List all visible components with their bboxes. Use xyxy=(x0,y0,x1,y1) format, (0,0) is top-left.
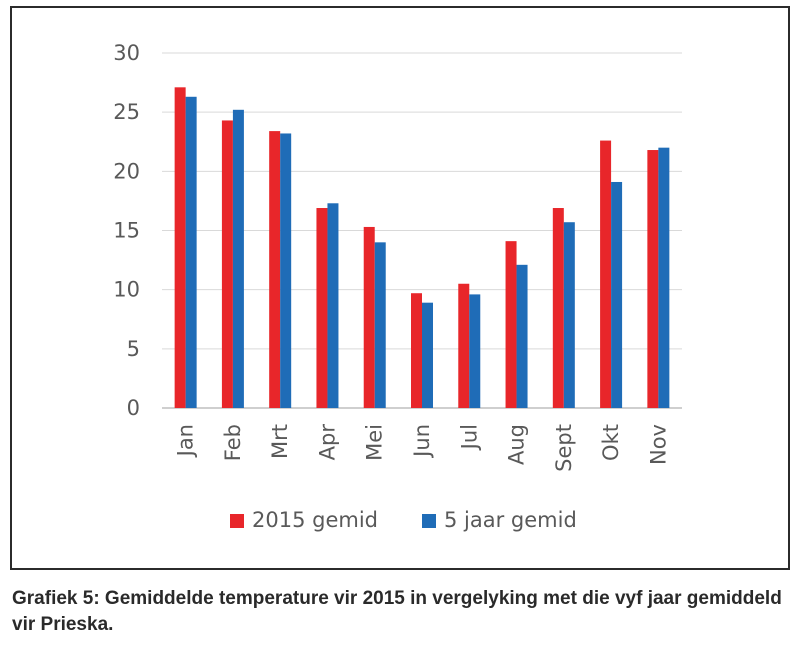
bar xyxy=(185,96,197,409)
bar xyxy=(516,264,528,408)
bar xyxy=(563,222,575,408)
y-tick-label: 5 xyxy=(127,337,140,361)
y-tick-label: 25 xyxy=(113,100,140,124)
x-tick-label: Apr xyxy=(315,424,339,461)
bar xyxy=(552,208,564,408)
bar xyxy=(221,120,233,408)
x-tick-label: Mei xyxy=(363,424,387,461)
y-tick-label: 15 xyxy=(113,219,140,243)
bar xyxy=(422,302,433,408)
y-tick-label: 10 xyxy=(113,278,140,302)
x-tick-label: Mrt xyxy=(268,424,292,459)
bar xyxy=(327,203,339,408)
y-tick-label: 30 xyxy=(113,41,140,65)
bar xyxy=(174,87,186,409)
bar xyxy=(269,131,281,408)
x-tick-label: Aug xyxy=(505,424,529,465)
figure-caption: Grafiek 5: Gemiddelde temperature vir 20… xyxy=(12,588,782,635)
x-tick-label: Jul xyxy=(457,424,481,451)
bar xyxy=(600,140,612,409)
x-tick-label: Sept xyxy=(552,424,576,472)
bar xyxy=(363,226,375,408)
bar xyxy=(505,241,517,408)
x-tick-label: Jun xyxy=(410,424,434,459)
legend-swatch xyxy=(230,514,244,528)
x-tick-label: Okt xyxy=(599,424,623,461)
bar xyxy=(232,109,244,409)
bar xyxy=(647,150,659,409)
bar xyxy=(469,294,481,408)
chart-frame: 0 5 10 15 20 25 30 Jan Feb Mrt Apr Mei Jun Jul Aug Sept… xyxy=(10,6,790,570)
bar xyxy=(316,208,328,408)
bar xyxy=(374,242,386,408)
legend-swatch xyxy=(422,514,436,528)
bar xyxy=(611,181,623,408)
x-tick-label: Nov xyxy=(646,424,670,465)
y-tick-label: 0 xyxy=(127,396,140,420)
bar xyxy=(411,293,422,408)
legend-label: 2015 gemid xyxy=(252,508,378,532)
bar xyxy=(280,133,292,408)
bar xyxy=(458,283,470,408)
x-tick-label: Feb xyxy=(221,424,245,461)
y-tick-label: 20 xyxy=(113,159,140,183)
chart: 0 5 10 15 20 25 30 Jan Feb Mrt Apr Mei Jun Jul Aug Sept… xyxy=(113,41,682,532)
bar xyxy=(658,147,670,408)
legend-label: 5 jaar gemid xyxy=(444,508,577,532)
x-tick-label: Jan xyxy=(174,424,198,458)
